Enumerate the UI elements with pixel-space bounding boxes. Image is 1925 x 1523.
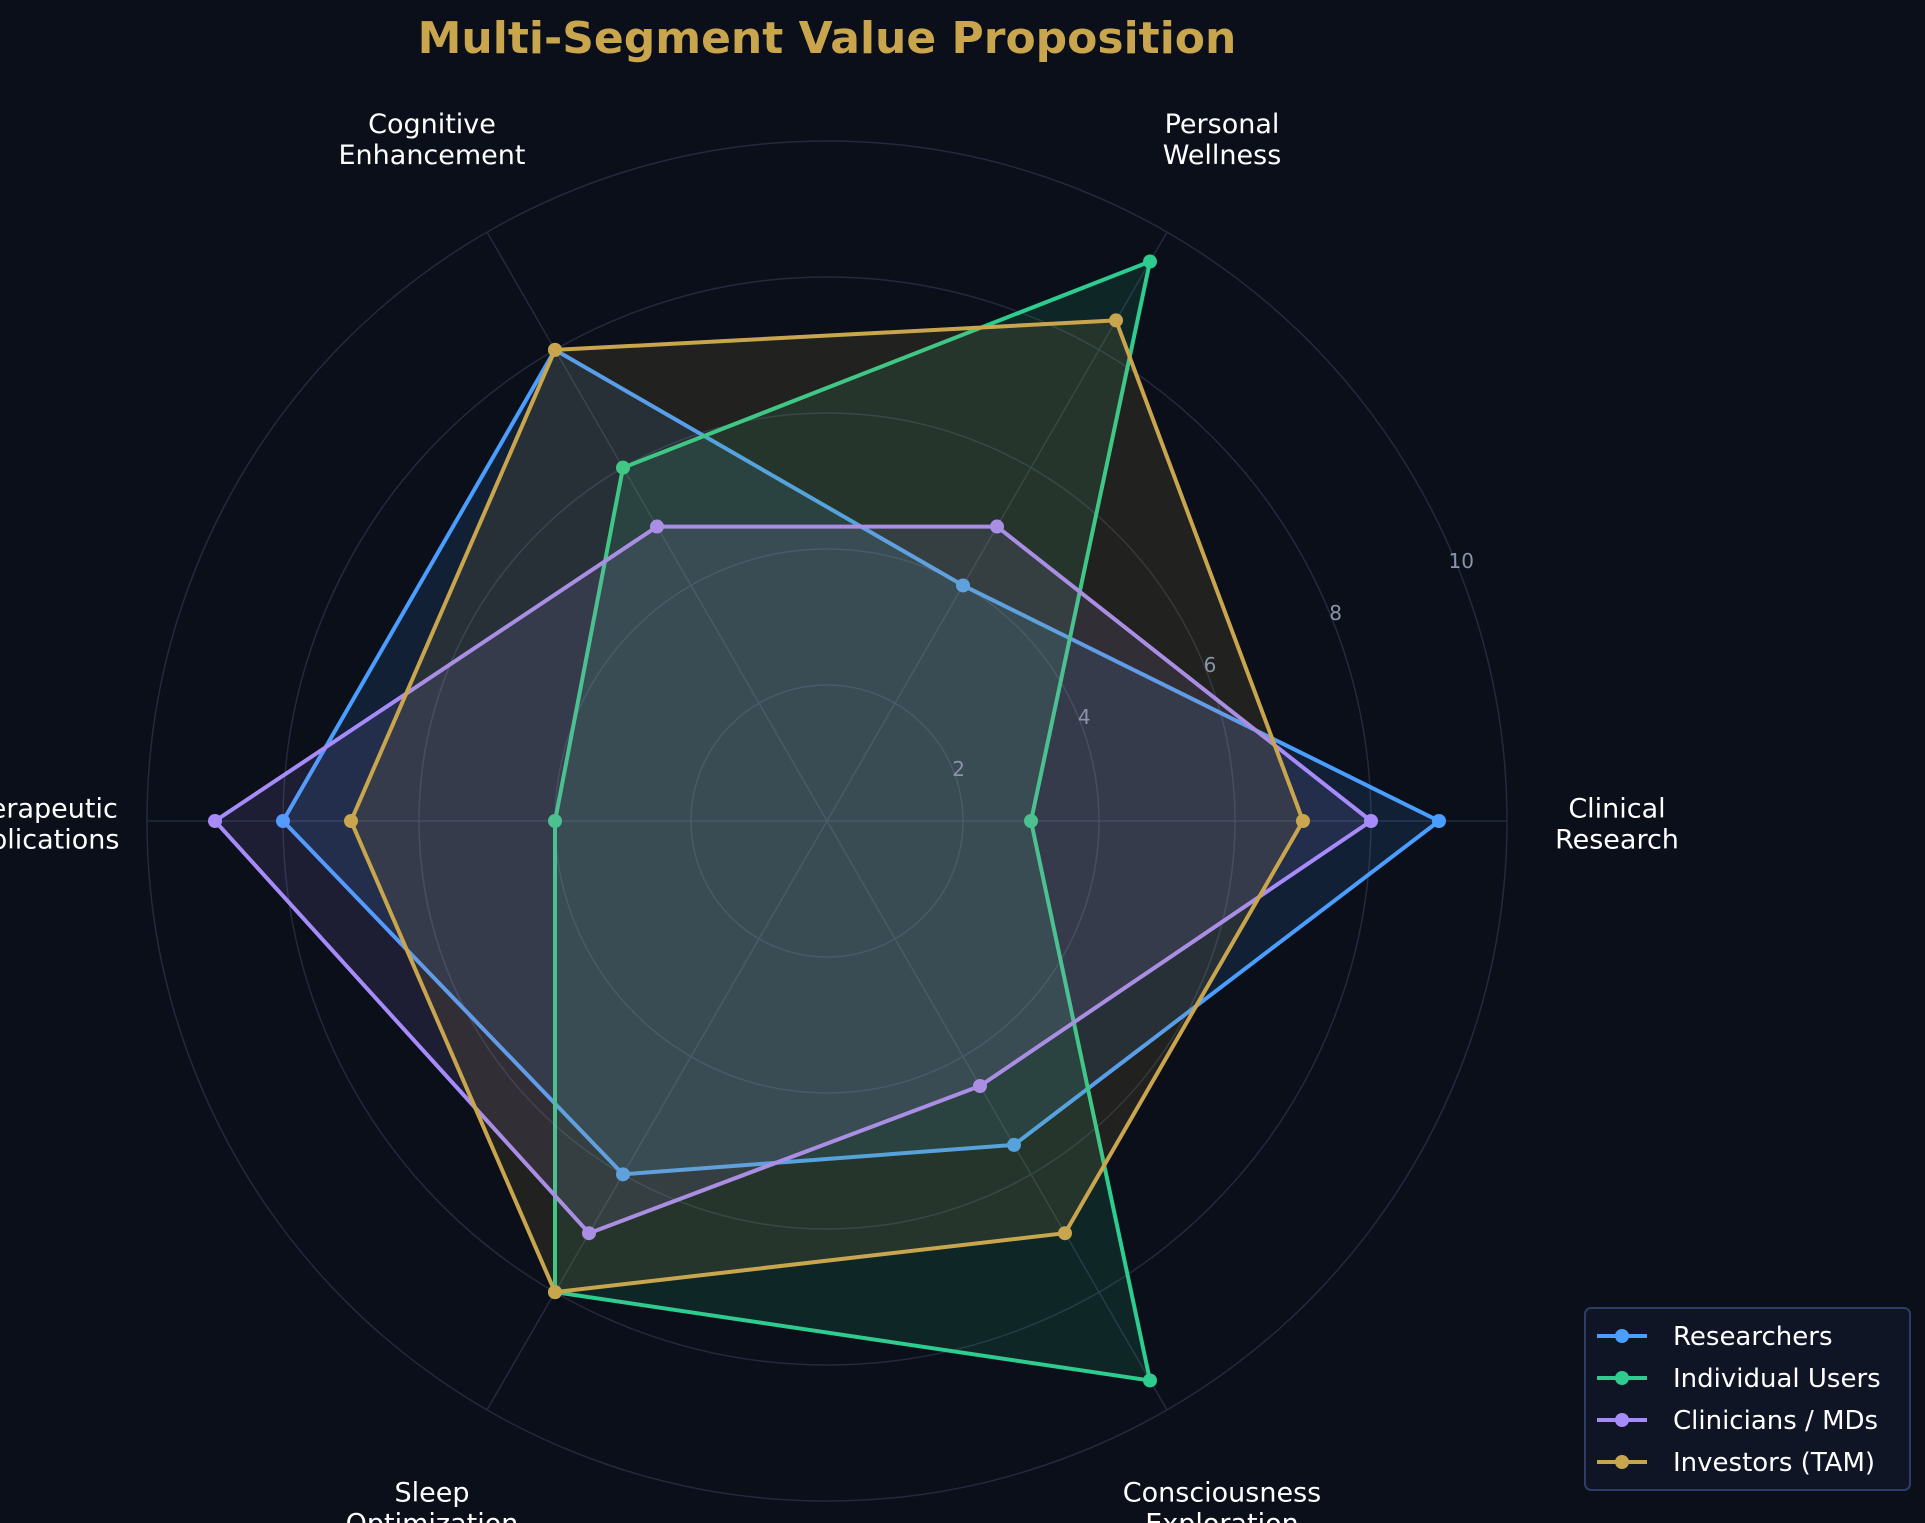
series-layer	[208, 254, 1446, 1388]
legend-item: Clinicians / MDs	[1597, 1406, 1878, 1436]
category-label-line: Sleep	[394, 1477, 469, 1508]
data-point	[616, 460, 630, 475]
radial-tick-label: 10	[1449, 549, 1474, 573]
data-point	[616, 1167, 630, 1182]
category-label: ConsciousnessExploration	[1123, 1477, 1321, 1523]
category-label-line: Enhancement	[338, 140, 525, 171]
category-label: TherapeuticApplications	[0, 793, 119, 855]
data-point	[1143, 254, 1157, 269]
category-label-line: Optimization	[346, 1509, 519, 1523]
legend-marker	[1615, 1413, 1629, 1427]
data-point	[548, 342, 562, 357]
data-point	[1364, 814, 1378, 828]
radial-tick-label: 8	[1329, 601, 1342, 625]
grid-spoke	[826, 820, 1168, 1411]
category-label: Cognitive Enhancement	[338, 109, 525, 171]
legend-frame	[1584, 1307, 1911, 1491]
data-point	[1296, 814, 1310, 828]
radial-tick-label: 6	[1204, 653, 1217, 677]
data-point	[973, 1079, 987, 1094]
legend: Researchers Individual Users Clinicians / …	[1584, 1307, 1911, 1491]
data-point	[276, 814, 290, 828]
legend-label: Researchers	[1673, 1322, 1833, 1352]
category-label: Clinical Research	[1555, 793, 1679, 855]
data-point	[1007, 1137, 1021, 1152]
category-label-line: Applications	[0, 824, 119, 855]
legend-item: Individual Users	[1597, 1364, 1881, 1394]
category-label-line: Personal	[1165, 109, 1280, 140]
data-point	[1024, 814, 1038, 828]
radial-tick-label: 2	[952, 757, 965, 781]
legend-marker	[1615, 1329, 1629, 1343]
data-point	[548, 1285, 562, 1300]
category-label-line: Clinical	[1568, 793, 1665, 824]
series-area	[283, 349, 1439, 1175]
series-area	[215, 526, 1371, 1234]
category-label-line: Wellness	[1163, 140, 1282, 171]
data-point	[548, 814, 562, 828]
legend-item: Investors (TAM)	[1597, 1448, 1875, 1478]
category-label-line: Cognitive	[368, 109, 496, 140]
data-point	[956, 578, 970, 593]
data-point	[582, 1226, 596, 1241]
series-area	[555, 261, 1150, 1381]
category-label-line: Research	[1555, 824, 1679, 855]
legend-label: Clinicians / MDs	[1673, 1406, 1878, 1436]
data-point	[1143, 1373, 1157, 1388]
category-label: SleepOptimization	[346, 1477, 519, 1523]
series-area	[351, 320, 1303, 1293]
legend-marker	[1615, 1455, 1629, 1469]
radial-tick-label: 4	[1078, 705, 1091, 729]
chart-title: Multi-Segment Value Proposition	[418, 13, 1237, 64]
category-label-line: Therapeutic	[0, 793, 118, 824]
category-labels: Clinical Research Personal Wellness Cognitiv…	[0, 109, 1679, 1523]
data-point	[1058, 1226, 1072, 1241]
legend-marker	[1615, 1371, 1629, 1385]
data-point	[650, 519, 664, 534]
series-group	[208, 519, 1378, 1241]
radial-tick-labels: 2 4 6 8 10	[952, 549, 1474, 781]
series-group	[344, 313, 1310, 1300]
category-label-line: Consciousness	[1123, 1477, 1321, 1508]
data-point	[990, 519, 1004, 534]
grid-spoke	[486, 820, 828, 1411]
data-point	[1432, 814, 1446, 828]
category-label: Personal Wellness	[1163, 109, 1282, 171]
category-label-line: Exploration	[1145, 1509, 1299, 1523]
legend-item: Researchers	[1597, 1322, 1833, 1352]
data-point	[1109, 313, 1123, 328]
legend-label: Investors (TAM)	[1673, 1448, 1875, 1478]
data-point	[208, 814, 222, 828]
legend-label: Individual Users	[1673, 1364, 1881, 1394]
data-point	[344, 814, 358, 828]
